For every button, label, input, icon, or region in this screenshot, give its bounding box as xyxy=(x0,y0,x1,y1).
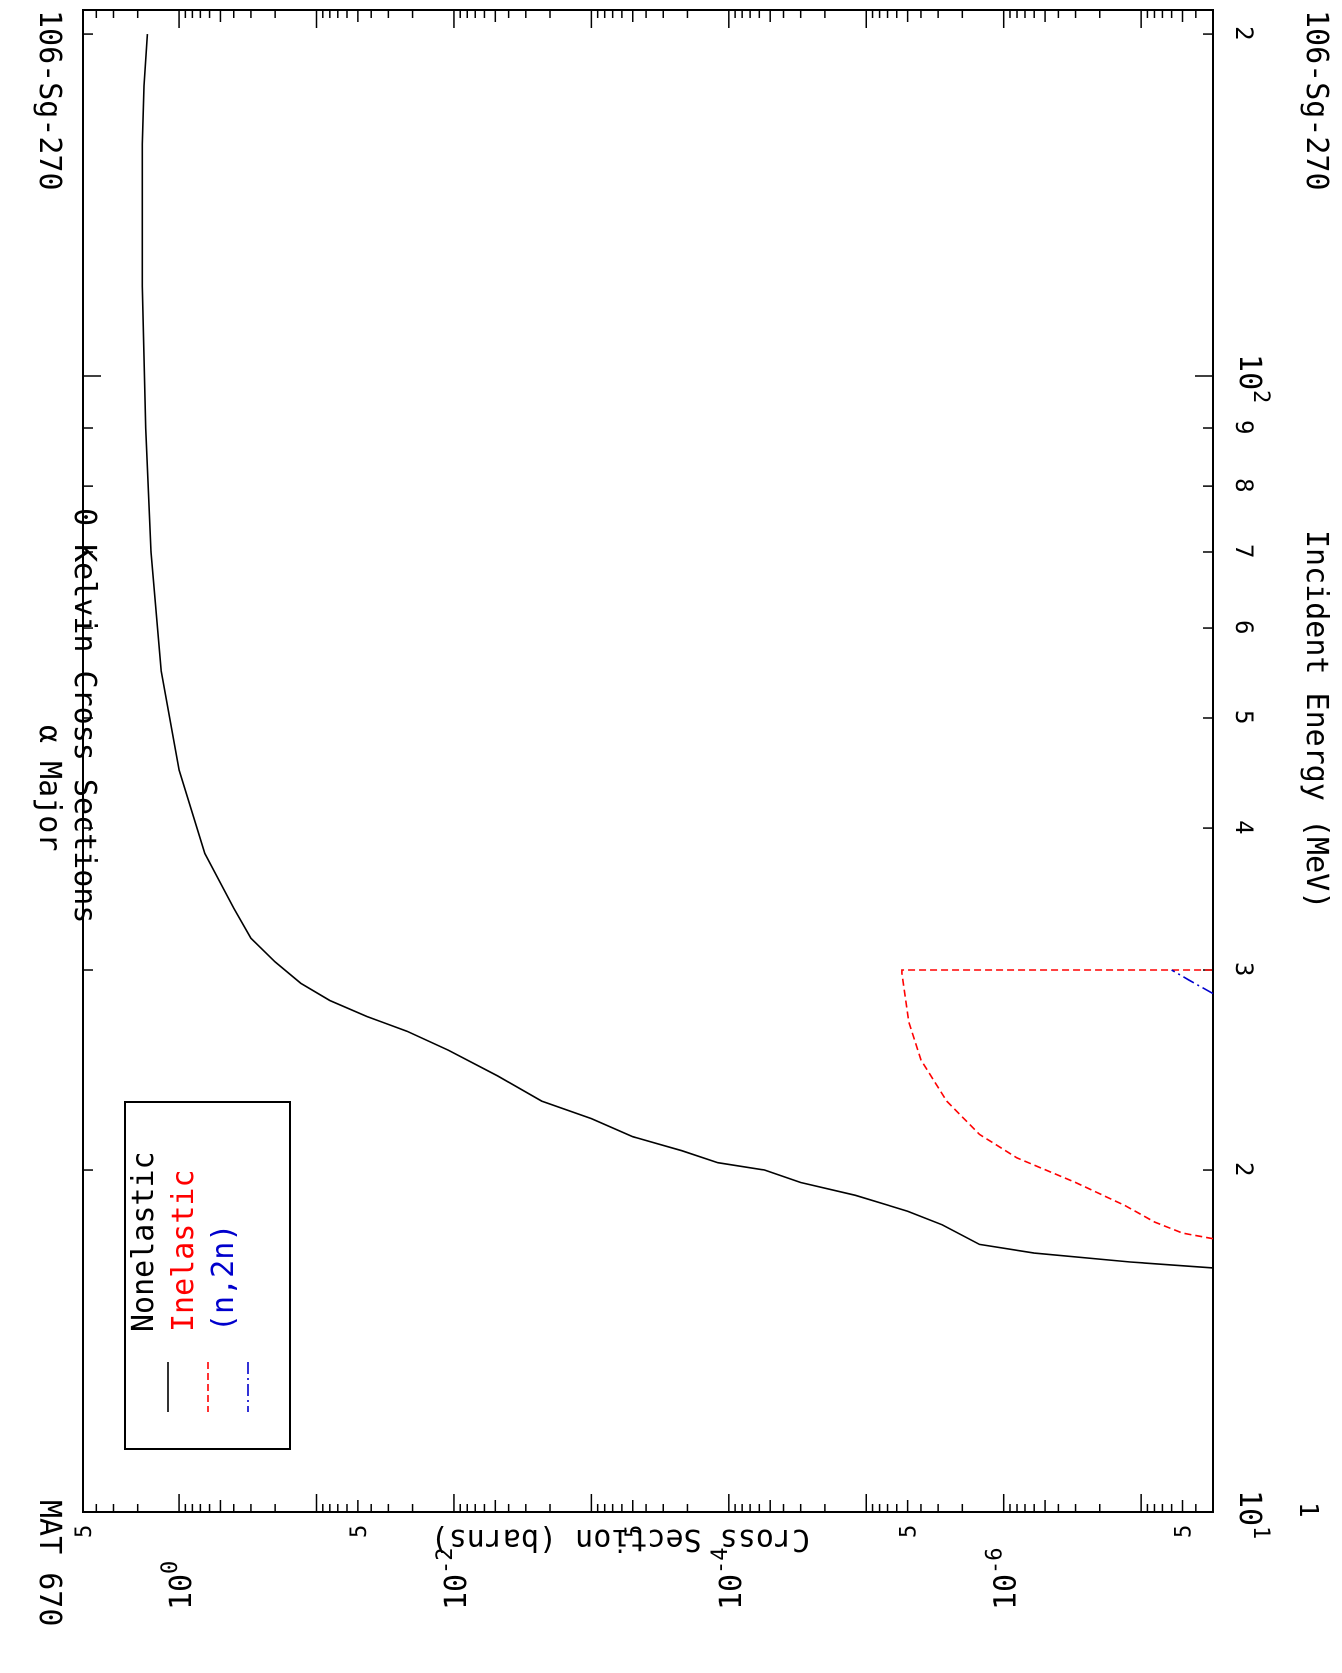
y-tick-label-base: 10 xyxy=(989,1574,1024,1610)
series-line-inelastic xyxy=(901,969,1214,1240)
x-minor-tick-label: 5 xyxy=(1230,710,1258,724)
y-minor-tick-label: 5 xyxy=(347,1525,372,1538)
y-tick-label-base: 10 xyxy=(164,1574,199,1610)
x-minor-tick-label: 7 xyxy=(1230,544,1258,558)
legend: Nonelastic Inelastic (n,2n) xyxy=(124,1101,291,1450)
legend-box xyxy=(124,1101,291,1450)
x-minor-tick-label: 3 xyxy=(1230,962,1258,976)
x-minor-tick-label: 6 xyxy=(1230,620,1258,634)
x-tick-label-base: 10 xyxy=(1232,354,1267,390)
y-tick-label-exp: -4 xyxy=(708,1548,733,1575)
legend-label-inelastic: Inelastic xyxy=(166,1169,201,1332)
y-axis-label: Cross Section (barns) xyxy=(431,1522,810,1557)
x-minor-tick-label: 8 xyxy=(1230,478,1258,492)
series-layer xyxy=(141,34,1214,1269)
x-tick-label-base: 10 xyxy=(1232,1490,1267,1526)
y-major-tick-label: 10-4 xyxy=(708,1548,749,1611)
y-major-tick-label: 100 xyxy=(158,1561,199,1610)
legend-label-nonelastic: Nonelastic xyxy=(126,1151,161,1332)
mat-label: MAT 670 xyxy=(32,1500,67,1626)
x-minor-tick-label: 2 xyxy=(1230,26,1258,40)
x-tick-label-exp: 2 xyxy=(1248,390,1273,403)
x-minor-tick-label: 4 xyxy=(1230,820,1258,834)
x-tick-label-extra: 1 xyxy=(1293,1502,1323,1518)
isotope-label-right: 106-Sg-270 xyxy=(1299,10,1334,191)
y-minor-tick-label: 5 xyxy=(622,1525,647,1538)
chart-title-line1: α Major xyxy=(32,725,67,851)
x-minor-tick-label: 9 xyxy=(1230,420,1258,434)
series-line-nonelastic xyxy=(141,34,1214,1269)
y-tick-label-exp: -6 xyxy=(983,1548,1008,1575)
legend-label-n2n: (n,2n) xyxy=(206,1224,241,1332)
series-line-n-2n xyxy=(1171,969,1214,995)
x-major-tick-label: 102 xyxy=(1232,354,1273,403)
y-tick-label-exp: -2 xyxy=(433,1548,458,1575)
chart-title-line2: 0 Kelvin Cross Sections xyxy=(67,508,102,923)
x-minor-tick-label: 2 xyxy=(1230,1162,1258,1176)
y-tick-label-base: 10 xyxy=(439,1574,474,1610)
y-minor-tick-label: 5 xyxy=(897,1525,922,1538)
y-minor-tick-label: 5 xyxy=(72,1525,97,1538)
y-major-tick-label: 10-2 xyxy=(433,1548,474,1611)
y-minor-tick-label: 5 xyxy=(1172,1525,1197,1538)
y-tick-label-exp: 0 xyxy=(158,1561,183,1574)
isotope-label-left: 106-Sg-270 xyxy=(32,10,67,191)
x-tick-label-exp: 1 xyxy=(1248,1526,1273,1539)
x-axis-label: Incident Energy (MeV) xyxy=(1299,530,1334,909)
y-tick-label-base: 10 xyxy=(714,1574,749,1610)
plot-frame xyxy=(82,9,1214,1513)
y-major-tick-label: 10-6 xyxy=(983,1548,1024,1611)
x-major-tick-label: 101 xyxy=(1232,1490,1273,1539)
